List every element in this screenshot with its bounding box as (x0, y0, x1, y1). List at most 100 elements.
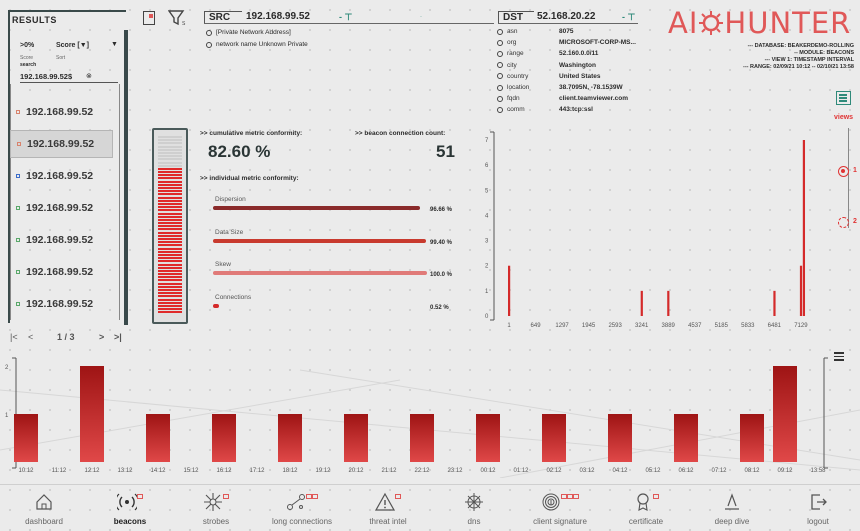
gauge-stripe (158, 238, 182, 240)
timeline-bar[interactable] (80, 366, 104, 462)
dst-ip[interactable]: 52.168.20.22 (537, 11, 596, 22)
first-page-icon[interactable]: |< (10, 332, 18, 342)
hist-bar[interactable] (508, 265, 511, 316)
gauge-stripe (158, 266, 182, 269)
dst-field-value: 38.7095N, -78.1539W (559, 84, 623, 91)
metric-bar (213, 238, 426, 243)
bottom-nav (0, 484, 860, 531)
alert-badge (561, 493, 567, 499)
timeline-x-tick: 19:12 (315, 468, 331, 474)
hist-bar[interactable] (802, 140, 806, 316)
gauge-stripe (158, 148, 182, 151)
search-input[interactable]: 192.168.99.52$ (20, 72, 73, 81)
result-item[interactable]: 192.168.99.52 (10, 258, 113, 286)
gauge-stripe (158, 161, 182, 164)
gauge-stripe (158, 295, 182, 298)
timeline-bar[interactable] (278, 414, 302, 462)
nav-deep-dive[interactable]: deep dive (689, 491, 775, 526)
hist-bar[interactable] (799, 265, 803, 316)
gauge-stripe (158, 212, 182, 215)
timeline-bar[interactable] (740, 414, 764, 462)
timeline-x-tick: 02:12 (546, 468, 562, 474)
result-item[interactable]: 192.168.99.52 (10, 226, 113, 254)
gauge-stripe (158, 228, 182, 231)
prev-page-icon[interactable]: < (28, 332, 34, 342)
score-indicator-icon (16, 270, 20, 274)
gauge-stripe (158, 304, 182, 307)
gauge-stripe (158, 298, 182, 301)
timeline-x-tick: 10:12 (18, 468, 34, 474)
dst-field-value: 8075 (559, 28, 574, 35)
hist-x-tick: 1297 (555, 323, 569, 329)
score-indicator-icon (16, 110, 20, 114)
views-track (841, 128, 849, 228)
list-view-icon[interactable] (836, 91, 851, 105)
nav-dashboard[interactable]: dashboard (1, 491, 87, 526)
report-icon[interactable] (143, 11, 155, 25)
src-filter-icon[interactable]: - ⊤ (339, 12, 353, 22)
nav-beacons[interactable]: beacons (87, 491, 173, 526)
hist-bar[interactable] (667, 290, 670, 316)
clear-search-icon[interactable]: ⊗ (86, 73, 92, 80)
timeline-x-tick: 03:12 (579, 468, 595, 474)
dst-field-value: 443:tcp:ssl (559, 106, 593, 114)
hist-bar[interactable] (640, 290, 643, 316)
result-item[interactable]: 192.168.99.52 (10, 290, 113, 318)
metric-label: Dispersion (215, 196, 246, 203)
src-divider (204, 23, 494, 24)
gauge-stripe (158, 199, 182, 202)
hist-y-tick: 6 (485, 163, 489, 169)
gauge-stripe (158, 231, 182, 234)
timeline-bar[interactable] (476, 414, 500, 462)
result-item[interactable]: 192.168.99.52 (10, 194, 113, 222)
background-line (0, 379, 401, 451)
timeline-menu-icon[interactable] (834, 352, 844, 361)
nav-long-connections[interactable]: long connections (259, 491, 345, 526)
nav-label: beacons (113, 517, 147, 526)
result-item[interactable]: 192.168.99.52 (10, 130, 113, 158)
alert-badge (567, 493, 573, 499)
sort-select[interactable]: Score [▼] (56, 42, 89, 49)
timeline-bar[interactable] (542, 414, 566, 462)
filter-icon[interactable]: S (167, 10, 186, 31)
view-2-radio[interactable] (838, 217, 849, 228)
nav-label: long connections (271, 517, 333, 526)
nav-dns[interactable]: dns (431, 491, 517, 526)
hist-bar[interactable] (773, 290, 776, 316)
next-page-icon[interactable]: > (99, 332, 105, 342)
timeline-bar[interactable] (146, 414, 170, 462)
timeline-bar[interactable] (674, 414, 698, 462)
timeline-bar[interactable] (608, 414, 632, 462)
info-circle-icon (206, 41, 212, 48)
histogram-chart: 0 1 2 3 4 5 6 7 1 649 1297 1945 2593 3241 3889 4537 5185… (485, 131, 808, 329)
timeline-bar[interactable] (212, 414, 236, 462)
nav-client-signature[interactable]: client signature (517, 491, 603, 526)
nav-threat-intel[interactable]: threat intel (345, 491, 431, 526)
dst-filter-icon[interactable]: - ⊤ (622, 12, 636, 22)
gauge-stripe (158, 279, 182, 282)
search-underline (20, 82, 118, 83)
result-item[interactable]: 192.168.99.52 (10, 98, 113, 126)
nav-strobes[interactable]: strobes (173, 491, 259, 526)
src-pin-icon[interactable]: · (420, 14, 422, 20)
score-filter-select[interactable]: >0% (20, 42, 35, 49)
timeline-bar[interactable] (14, 414, 38, 462)
last-page-icon[interactable]: >| (114, 332, 122, 342)
hist-x-tick: 3889 (662, 323, 676, 329)
dst-field-key: fqdn (507, 95, 520, 103)
timeline-bar[interactable] (773, 366, 797, 462)
sort-dropdown-icon[interactable]: ▼ (111, 41, 118, 48)
src-ip[interactable]: 192.168.99.52 (246, 11, 310, 22)
timeline-x-tick: 15:12 (183, 468, 199, 474)
view-1-radio[interactable] (838, 166, 849, 177)
nav-logout[interactable]: logout (775, 491, 860, 526)
nav-certificate[interactable]: certificate (603, 491, 689, 526)
gauge-stripe (158, 273, 182, 276)
result-item[interactable]: 192.168.99.52 (10, 162, 113, 190)
dst-field-row: country United States (497, 73, 601, 80)
timeline-x-tick: 11:12 (52, 468, 67, 474)
timeline-bar[interactable] (410, 414, 434, 462)
timeline-bar[interactable] (344, 414, 368, 462)
timeline-x-tick: 01:12 (513, 468, 529, 474)
hist-y-tick: 2 (485, 264, 489, 270)
